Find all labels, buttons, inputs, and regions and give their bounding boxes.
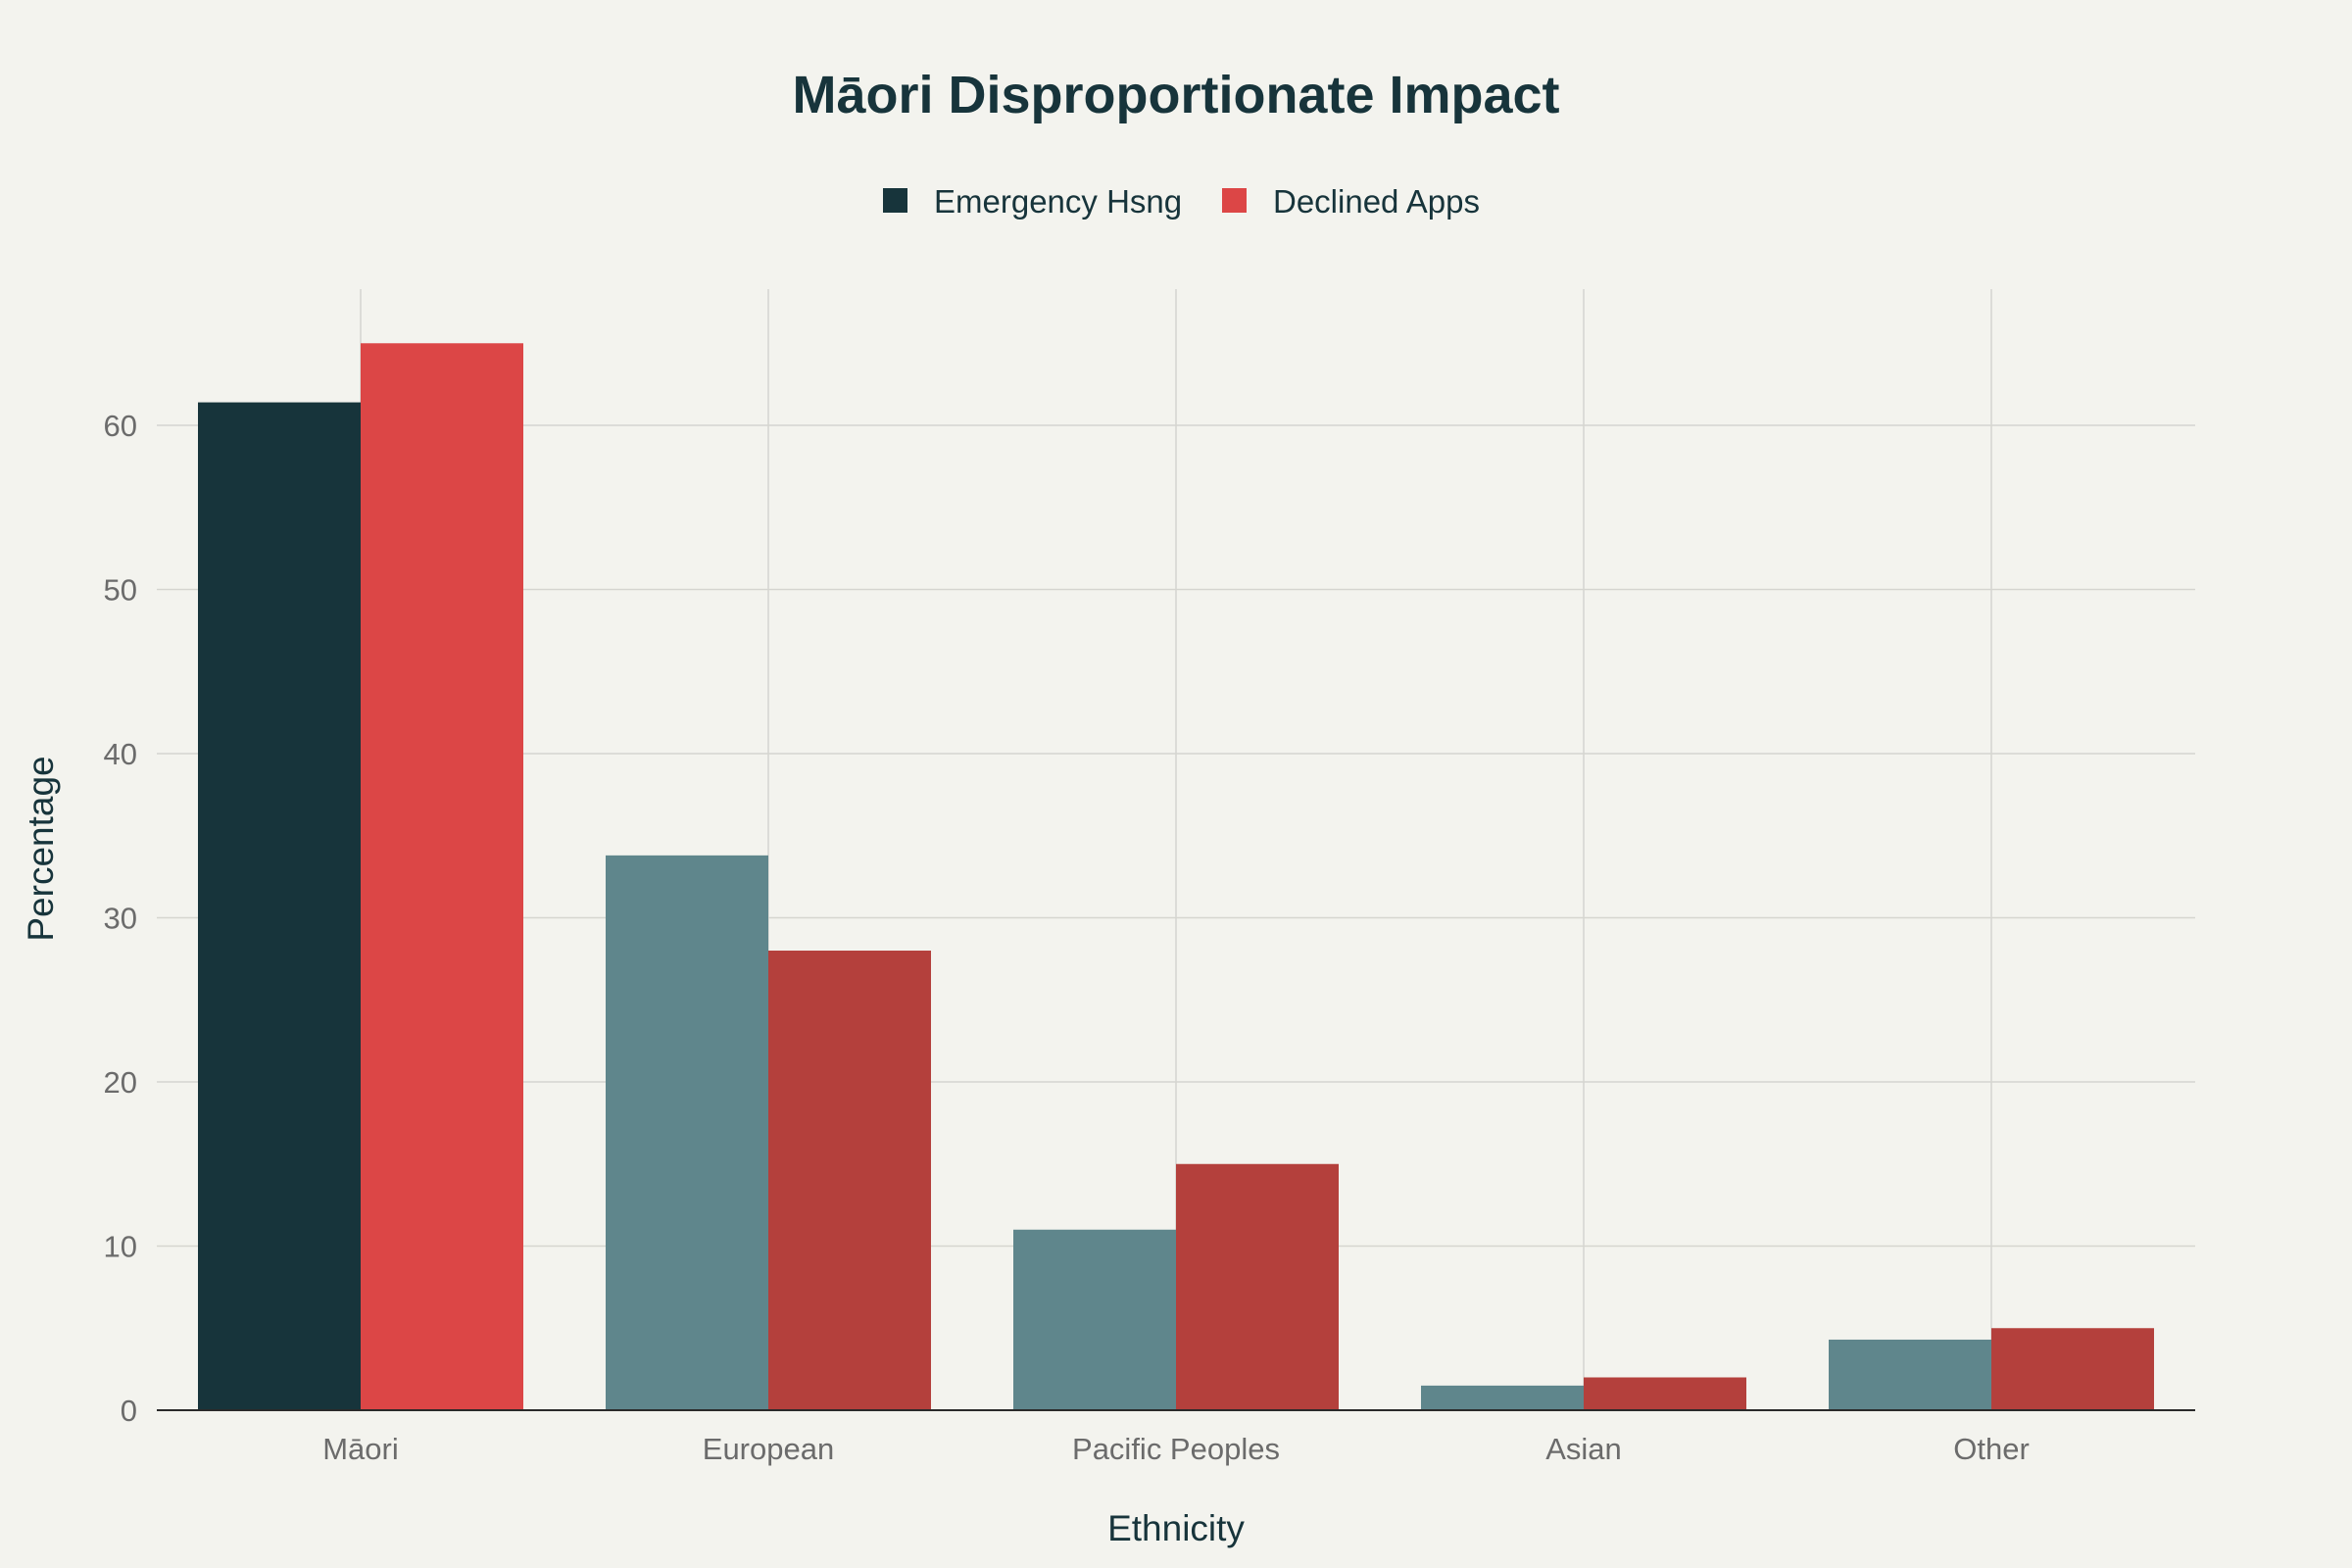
x-tick-label-other: Other xyxy=(1953,1432,2030,1466)
y-tick-label-20: 20 xyxy=(104,1065,137,1100)
bar-emergency-hsng-asian xyxy=(1421,1385,1584,1410)
y-tick-label-60: 60 xyxy=(104,409,137,443)
bar-emergency-hsng-maori xyxy=(198,402,361,1410)
bars xyxy=(198,343,2154,1410)
x-axis-title: Ethnicity xyxy=(1107,1508,1245,1548)
y-tick-label-50: 50 xyxy=(104,573,137,608)
bar-declined-apps-asian xyxy=(1584,1377,1746,1410)
legend-label-declined-apps: Declined Apps xyxy=(1273,183,1480,220)
x-tick-label-asian: Asian xyxy=(1545,1432,1622,1466)
bar-emergency-hsng-other xyxy=(1829,1339,1991,1410)
legend-label-emergency-hsng: Emergency Hsng xyxy=(934,183,1182,220)
y-axis-title: Percentage xyxy=(21,756,61,941)
y-tick-label-30: 30 xyxy=(104,902,137,936)
x-tick-label-pacific-peoples: Pacific Peoples xyxy=(1072,1432,1280,1466)
bar-declined-apps-european xyxy=(768,951,931,1410)
chart-title: Māori Disproportionate Impact xyxy=(792,66,1559,124)
bar-emergency-hsng-pacific-peoples xyxy=(1013,1229,1176,1410)
bar-declined-apps-pacific-peoples xyxy=(1176,1163,1339,1410)
legend: Emergency Hsng Declined Apps xyxy=(883,183,1480,220)
axes: 0 10 20 30 40 50 60 Māori European Pacific People… xyxy=(104,409,2195,1466)
y-tick-label-40: 40 xyxy=(104,737,137,771)
legend-swatch-emergency-hsng xyxy=(883,188,907,213)
bar-emergency-hsng-european xyxy=(606,855,768,1410)
x-tick-label-maori: Māori xyxy=(322,1432,399,1466)
bar-declined-apps-other xyxy=(1991,1328,2154,1410)
bar-declined-apps-maori xyxy=(361,343,523,1410)
y-tick-label-0: 0 xyxy=(121,1394,137,1428)
legend-swatch-declined-apps xyxy=(1222,188,1247,213)
y-tick-label-10: 10 xyxy=(104,1230,137,1264)
x-tick-label-european: European xyxy=(703,1432,834,1466)
